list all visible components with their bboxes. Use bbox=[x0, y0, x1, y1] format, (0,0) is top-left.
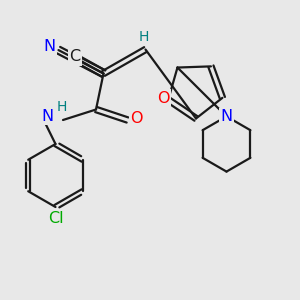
Text: Cl: Cl bbox=[48, 211, 63, 226]
Text: N: N bbox=[220, 109, 232, 124]
Text: N: N bbox=[44, 39, 56, 54]
Text: C: C bbox=[69, 50, 81, 64]
Text: H: H bbox=[139, 30, 149, 44]
Text: H: H bbox=[56, 100, 67, 114]
Text: O: O bbox=[130, 111, 143, 126]
Text: O: O bbox=[158, 91, 170, 106]
Text: C: C bbox=[69, 49, 81, 64]
Text: N: N bbox=[41, 109, 53, 124]
